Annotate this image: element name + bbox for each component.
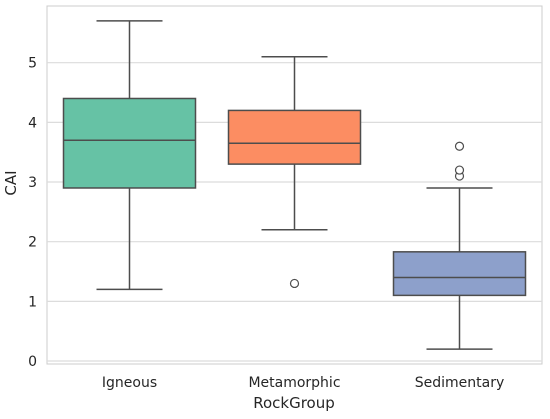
y-tick-label: 0	[28, 354, 37, 370]
y-axis-ticks: 0 1 2 3 4 5	[28, 56, 37, 370]
iqr-box	[392, 251, 527, 297]
x-tick-label: Metamorphic	[248, 375, 340, 391]
y-tick-label: 5	[28, 56, 37, 72]
outlier-point	[454, 165, 465, 175]
outlier-point	[454, 141, 465, 151]
x-axis-ticks: Igneous Metamorphic Sedimentary	[102, 375, 504, 391]
iqr-box	[62, 97, 197, 189]
x-tick-label: Sedimentary	[415, 375, 505, 391]
y-tick-label: 4	[28, 115, 37, 131]
boxes	[62, 20, 527, 350]
y-tick-label: 3	[28, 175, 37, 191]
y-tick-label: 2	[28, 235, 37, 251]
outlier-point	[289, 278, 300, 289]
x-axis-label: RockGroup	[253, 394, 335, 412]
y-axis-label: CAI	[2, 170, 20, 195]
box-metamorphic	[227, 55, 362, 289]
box-igneous	[62, 20, 197, 291]
box-sedimentary	[392, 141, 527, 350]
y-tick-label: 1	[28, 294, 37, 310]
x-tick-label: Igneous	[102, 375, 157, 391]
iqr-box	[227, 109, 362, 165]
